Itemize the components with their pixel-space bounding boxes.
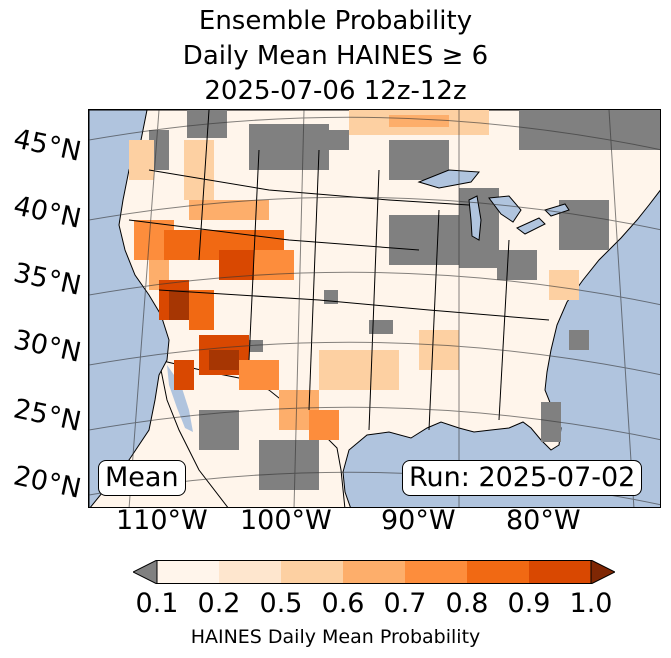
lat-label-25: 25°N [10, 393, 84, 438]
colorbar-segment [343, 560, 405, 584]
lat-label-40: 40°N [10, 190, 84, 235]
great-lakes [417, 169, 570, 241]
colorbar-segment [467, 560, 529, 584]
colorbar-tick-label: 0.7 [383, 588, 427, 619]
colorbar-label: HAINES Daily Mean Probability [190, 626, 481, 648]
graticule [89, 110, 660, 507]
lon-label-100: 100°W [240, 505, 332, 536]
colorbar-tick-label: 1.0 [569, 588, 613, 619]
stat-label-box: Mean [98, 460, 186, 496]
probability-shading [129, 110, 579, 440]
colorbar-segment [281, 560, 343, 584]
gulf-of-california [167, 365, 193, 432]
colorbar-tick-label: 0.1 [135, 588, 179, 619]
colorbar [133, 560, 615, 584]
colorbar-tick-label: 0.6 [321, 588, 365, 619]
title-line-1: Ensemble Probability [198, 6, 473, 36]
colorbar-tick-label: 0.5 [259, 588, 303, 619]
lon-label-90: 90°W [381, 505, 456, 536]
title-line-2: Daily Mean HAINES ≥ 6 [182, 41, 489, 71]
colorbar-under-arrow [133, 560, 158, 584]
map-canvas [89, 110, 660, 507]
lat-label-35: 35°N [10, 257, 84, 302]
colorbar-tick-label: 0.9 [507, 588, 551, 619]
colorbar-segment [529, 560, 591, 584]
lat-label-20: 20°N [10, 460, 84, 505]
lat-label-30: 30°N [10, 324, 84, 369]
lat-label-45: 45°N [10, 123, 84, 168]
colorbar-tick-label: 0.2 [197, 588, 241, 619]
run-label-box: Run: 2025-07-02 [402, 460, 643, 496]
colorbar-frame [156, 560, 592, 584]
title-line-3: 2025-07-06 12z-12z [204, 76, 467, 106]
probability-map: Mean Run: 2025-07-02 [88, 109, 661, 508]
lon-label-80: 80°W [506, 505, 581, 536]
lon-label-110: 110°W [116, 505, 208, 536]
colorbar-tick-label: 0.8 [445, 588, 489, 619]
colorbar-segment [405, 560, 467, 584]
state-borders [128, 110, 550, 431]
colorbar-segment [219, 560, 281, 584]
colorbar-segment [157, 560, 219, 584]
colorbar-over-arrow [590, 560, 615, 584]
